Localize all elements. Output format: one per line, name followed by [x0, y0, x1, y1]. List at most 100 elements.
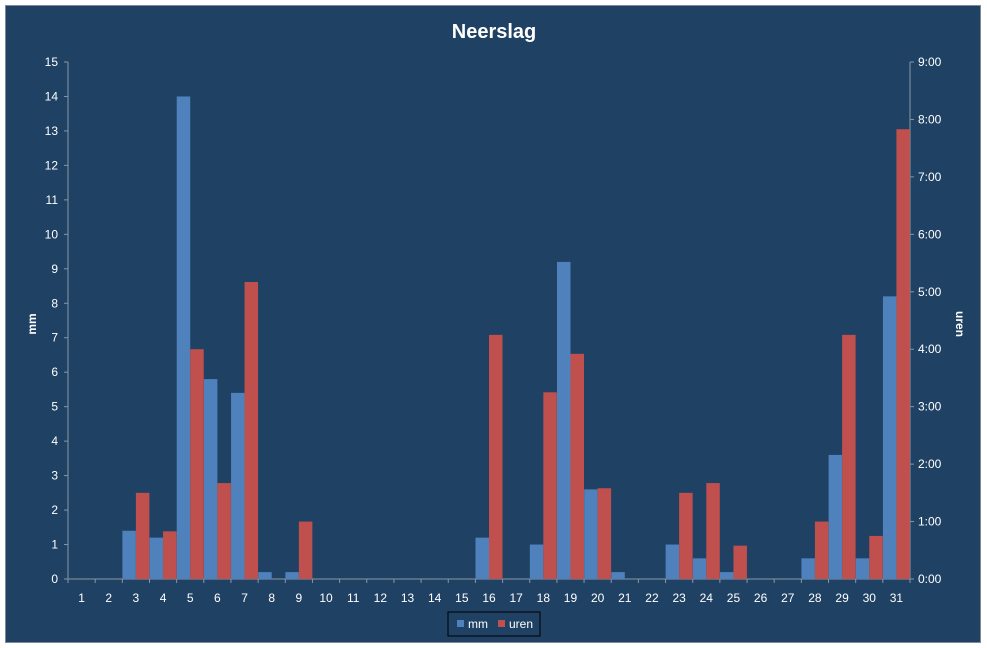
x-tick-label: 26 — [754, 591, 768, 605]
y-tick-label: 14 — [45, 89, 59, 103]
bar-uren — [135, 492, 150, 579]
y2-tick-label: 7:00 — [918, 170, 942, 184]
bar-mm — [149, 537, 164, 579]
x-tick-label: 25 — [727, 591, 741, 605]
legend-swatch-mm — [457, 620, 464, 627]
x-tick-label: 11 — [347, 591, 360, 605]
legend-swatch-uren — [498, 620, 505, 627]
x-tick-label: 14 — [428, 591, 442, 605]
y2-tick-label: 0:00 — [918, 572, 942, 586]
y-tick-label: 4 — [51, 434, 58, 448]
bar-mm — [665, 544, 680, 579]
x-tick-label: 17 — [509, 591, 523, 605]
bar-mm — [882, 296, 897, 579]
x-tick-label: 18 — [537, 591, 551, 605]
y-tick-label: 0 — [51, 572, 58, 586]
bar-mm — [855, 558, 870, 579]
y2-tick-label: 2:00 — [918, 457, 942, 471]
bar-mm — [611, 572, 625, 579]
bar-uren — [298, 521, 313, 579]
bar-uren — [217, 483, 231, 579]
x-tick-label: 16 — [482, 591, 496, 605]
y2-tick-label: 4:00 — [918, 342, 942, 356]
y2-tick-label: 9:00 — [918, 55, 942, 69]
x-tick-label: 4 — [160, 591, 167, 605]
y-tick-label: 1 — [51, 538, 58, 552]
bar-mm — [203, 379, 218, 579]
x-tick-label: 8 — [268, 591, 275, 605]
y2-tick-labels: 0:00 1:00 2:00 3:00 4:00 5:00 6:00 7:00 8:00 9:00 — [918, 55, 942, 586]
legend-label-uren: uren — [509, 617, 533, 631]
x-tick-label: 29 — [835, 591, 849, 605]
bar-uren — [543, 392, 557, 579]
bar-uren — [679, 492, 693, 579]
bar-mm — [475, 537, 489, 579]
bar-mm — [584, 489, 598, 579]
y2-axis-label: uren — [953, 311, 967, 337]
bar-uren — [733, 545, 747, 579]
bar-mm — [692, 558, 707, 579]
y-tick-label: 10 — [45, 227, 59, 241]
bar-uren — [190, 349, 204, 579]
bar-mm — [719, 572, 734, 579]
bar-mm — [529, 544, 544, 579]
legend: mm uren — [447, 611, 541, 637]
bar-mm — [176, 96, 191, 579]
y-tick-label: 9 — [51, 262, 58, 276]
bar-uren — [896, 129, 910, 579]
x-tick-label: 23 — [672, 591, 686, 605]
bar-mm — [828, 454, 843, 579]
bar-uren — [814, 521, 829, 579]
bar-uren — [706, 483, 720, 579]
bar-uren — [244, 282, 259, 579]
x-tick-label: 10 — [319, 591, 333, 605]
bar-uren — [869, 535, 883, 579]
y2-tick-label: 6:00 — [918, 227, 942, 241]
x-tick-label: 1 — [78, 591, 85, 605]
bars — [122, 96, 910, 579]
x-tick-label: 7 — [241, 591, 248, 605]
x-tick-label: 15 — [455, 591, 469, 605]
y-axis-label: mm — [25, 313, 39, 334]
x-tick-label: 24 — [700, 591, 714, 605]
chart-title: Neerslag — [452, 21, 537, 43]
x-tick-label: 9 — [296, 591, 303, 605]
x-tick-label: 6 — [214, 591, 221, 605]
chart-svg: Neerslag 1 2 3 4 5 6 7 8 9 10 11 12 13 14 15 16 17 18 19 20… — [25, 21, 967, 637]
chart-area: Neerslag 1 2 3 4 5 6 7 8 9 10 11 12 13 14 15 16 17 18 19 20… — [5, 5, 981, 643]
y-tick-label: 2 — [51, 503, 58, 517]
y2-tick-label: 5:00 — [918, 285, 942, 299]
y-tick-label: 15 — [45, 55, 59, 69]
bar-mm — [231, 392, 245, 579]
y-tick-label: 13 — [45, 124, 59, 138]
y-tick-label: 8 — [51, 296, 58, 310]
bar-mm — [258, 572, 272, 579]
x-tick-label: 3 — [133, 591, 140, 605]
bar-uren — [842, 334, 856, 579]
x-tick-label: 30 — [863, 591, 877, 605]
y2-tick-label: 1:00 — [918, 515, 942, 529]
x-tick-label: 31 — [890, 591, 904, 605]
y-tick-label: 7 — [51, 331, 58, 345]
y-tick-label: 12 — [45, 158, 59, 172]
y2-tick-label: 8:00 — [918, 112, 942, 126]
y-tick-label: 5 — [51, 400, 58, 414]
bar-uren — [163, 531, 177, 579]
x-tick-label: 22 — [645, 591, 659, 605]
x-tick-label: 20 — [591, 591, 605, 605]
bar-mm — [285, 572, 299, 579]
bar-mm — [801, 558, 815, 579]
y-tick-label: 11 — [46, 193, 59, 207]
x-tick-labels: 1 2 3 4 5 6 7 8 9 10 11 12 13 14 15 16 17 18 19 20 21 22 23 24 2… — [78, 591, 903, 605]
x-tick-label: 19 — [564, 591, 578, 605]
x-tick-label: 27 — [781, 591, 795, 605]
bar-mm — [556, 261, 571, 579]
x-tick-label: 2 — [105, 591, 112, 605]
x-tick-label: 13 — [401, 591, 415, 605]
x-tick-label: 5 — [187, 591, 194, 605]
bar-mm — [122, 530, 136, 579]
bar-uren — [570, 353, 584, 579]
y-tick-label: 6 — [51, 365, 58, 379]
x-tick-label: 12 — [374, 591, 388, 605]
